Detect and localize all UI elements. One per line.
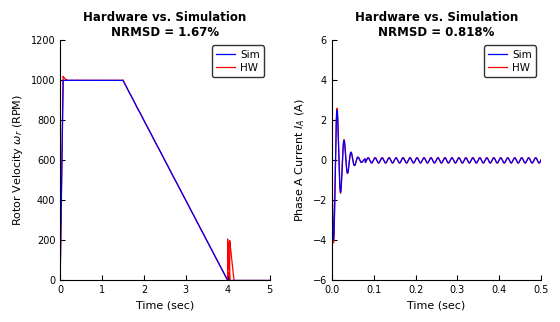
Line: Sim: Sim: [332, 110, 541, 240]
HW: [478, 159, 485, 163]
Title: Hardware vs. Simulation
NRMSD = 0.818%: Hardware vs. Simulation NRMSD = 0.818%: [355, 11, 518, 39]
HW: [455, 156, 462, 160]
Legend: Sim, HW: Sim, HW: [212, 45, 264, 77]
Sim: [255, 279, 262, 282]
Sim: [98, 78, 105, 82]
HW: [538, 157, 544, 161]
Sim: [524, 157, 531, 161]
Sim: [334, 108, 340, 112]
HW: [255, 279, 262, 282]
Sim: [266, 279, 273, 282]
Y-axis label: Phase A Current $I_A$ (A): Phase A Current $I_A$ (A): [293, 99, 307, 222]
Sim: [57, 279, 63, 282]
Legend: Sim, HW: Sim, HW: [484, 45, 536, 77]
Line: HW: HW: [60, 76, 269, 280]
X-axis label: Time (sec): Time (sec): [136, 301, 194, 311]
HW: [57, 279, 63, 282]
HW: [98, 78, 105, 82]
Y-axis label: Rotor Velocity $\omega_r$ (RPM): Rotor Velocity $\omega_r$ (RPM): [11, 94, 25, 226]
HW: [463, 156, 470, 160]
Sim: [330, 238, 337, 242]
HW: [159, 154, 166, 158]
Line: HW: HW: [332, 108, 541, 243]
HW: [427, 156, 434, 159]
HW: [381, 159, 388, 163]
Sim: [455, 156, 462, 160]
HW: [329, 158, 335, 162]
HW: [69, 78, 76, 82]
Sim: [381, 159, 388, 163]
Sim: [427, 156, 434, 160]
HW: [58, 213, 64, 217]
X-axis label: Time (sec): Time (sec): [408, 301, 466, 311]
Sim: [329, 158, 335, 162]
HW: [60, 74, 67, 78]
Sim: [66, 78, 72, 82]
Sim: [60, 78, 67, 82]
Sim: [478, 159, 485, 163]
Sim: [538, 158, 544, 162]
Sim: [463, 156, 470, 160]
HW: [334, 106, 340, 110]
Sim: [69, 78, 76, 82]
HW: [66, 79, 72, 82]
HW: [330, 241, 337, 245]
HW: [266, 279, 273, 282]
HW: [524, 157, 531, 161]
Sim: [58, 214, 64, 218]
Sim: [159, 154, 166, 158]
Line: Sim: Sim: [60, 80, 269, 280]
Title: Hardware vs. Simulation
NRMSD = 1.67%: Hardware vs. Simulation NRMSD = 1.67%: [83, 11, 246, 39]
